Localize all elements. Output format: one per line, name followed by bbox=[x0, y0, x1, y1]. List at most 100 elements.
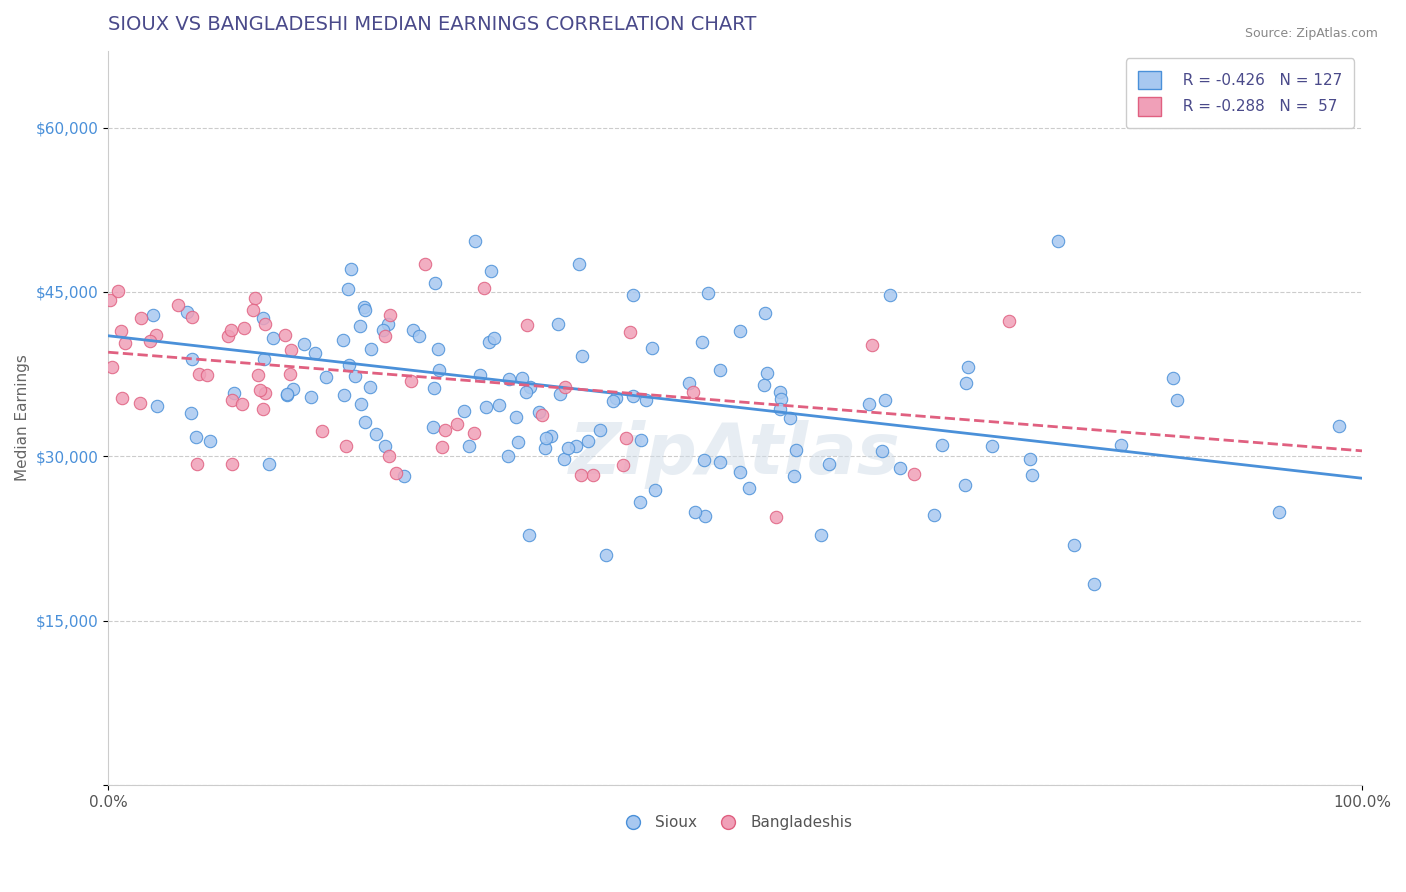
Sioux bbox=[922, 508, 945, 523]
Bangladeshis bbox=[399, 374, 422, 388]
Sioux bbox=[636, 393, 658, 408]
Sioux bbox=[709, 363, 731, 377]
Sioux bbox=[678, 376, 700, 390]
Bangladeshis bbox=[903, 467, 925, 482]
Sioux bbox=[478, 334, 501, 349]
Sioux bbox=[292, 337, 315, 351]
Sioux bbox=[374, 439, 396, 453]
Bangladeshis bbox=[221, 457, 243, 471]
Sioux bbox=[955, 376, 977, 391]
Sioux bbox=[517, 528, 540, 542]
Bangladeshis bbox=[253, 318, 276, 332]
Sioux bbox=[889, 461, 911, 475]
Sioux bbox=[621, 389, 644, 403]
Bangladeshis bbox=[280, 343, 302, 358]
Sioux bbox=[1083, 576, 1105, 591]
Sioux bbox=[276, 387, 298, 401]
Bangladeshis bbox=[252, 401, 274, 416]
Bangladeshis bbox=[233, 321, 256, 335]
Bangladeshis bbox=[249, 384, 271, 398]
Bangladeshis bbox=[530, 409, 553, 423]
Bangladeshis bbox=[180, 310, 202, 325]
Sioux bbox=[810, 528, 832, 542]
Sioux bbox=[224, 386, 246, 401]
Bangladeshis bbox=[145, 327, 167, 342]
Y-axis label: Median Earnings: Median Earnings bbox=[15, 354, 30, 482]
Sioux bbox=[1047, 234, 1070, 248]
Sioux bbox=[540, 429, 562, 443]
Sioux bbox=[1268, 505, 1291, 519]
Sioux bbox=[505, 409, 527, 424]
Sioux bbox=[350, 397, 373, 411]
Sioux bbox=[180, 406, 202, 420]
Sioux bbox=[402, 323, 425, 337]
Bangladeshis bbox=[374, 328, 396, 343]
Sioux bbox=[576, 434, 599, 448]
Sioux bbox=[565, 440, 588, 454]
Sioux bbox=[548, 387, 571, 401]
Bangladeshis bbox=[114, 336, 136, 351]
Sioux bbox=[470, 368, 492, 382]
Sioux bbox=[488, 399, 510, 413]
Sioux bbox=[1166, 392, 1188, 407]
Sioux bbox=[779, 410, 801, 425]
Sioux bbox=[696, 285, 718, 300]
Sioux bbox=[475, 400, 498, 414]
Sioux bbox=[496, 449, 519, 463]
Sioux bbox=[339, 261, 361, 276]
Sioux bbox=[709, 455, 731, 469]
Sioux bbox=[344, 369, 367, 384]
Bangladeshis bbox=[446, 417, 468, 432]
Bangladeshis bbox=[101, 359, 124, 374]
Bangladeshis bbox=[860, 338, 883, 352]
Sioux bbox=[1109, 438, 1132, 452]
Sioux bbox=[870, 444, 893, 458]
Sioux bbox=[683, 505, 706, 519]
Bangladeshis bbox=[311, 424, 333, 438]
Sioux bbox=[768, 401, 790, 416]
Sioux bbox=[568, 257, 591, 271]
Sioux bbox=[529, 405, 551, 419]
Sioux bbox=[176, 305, 198, 319]
Bangladeshis bbox=[430, 440, 453, 454]
Text: Source: ZipAtlas.com: Source: ZipAtlas.com bbox=[1244, 27, 1378, 40]
Text: ZipAtlas: ZipAtlas bbox=[569, 420, 901, 489]
Sioux bbox=[337, 282, 360, 296]
Bangladeshis bbox=[612, 458, 634, 473]
Sioux bbox=[690, 335, 713, 350]
Bangladeshis bbox=[582, 467, 605, 482]
Sioux bbox=[422, 420, 444, 434]
Bangladeshis bbox=[219, 323, 242, 337]
Text: SIOUX VS BANGLADESHI MEDIAN EARNINGS CORRELATION CHART: SIOUX VS BANGLADESHI MEDIAN EARNINGS COR… bbox=[108, 15, 756, 34]
Sioux bbox=[571, 350, 593, 364]
Bangladeshis bbox=[188, 368, 211, 382]
Bangladeshis bbox=[139, 334, 162, 348]
Bangladeshis bbox=[107, 284, 129, 298]
Bangladeshis bbox=[516, 318, 538, 333]
Sioux bbox=[738, 481, 761, 495]
Sioux bbox=[1063, 538, 1085, 552]
Sioux bbox=[371, 323, 394, 337]
Sioux bbox=[349, 319, 371, 334]
Bangladeshis bbox=[614, 431, 637, 445]
Sioux bbox=[427, 342, 450, 356]
Bangladeshis bbox=[413, 257, 436, 271]
Sioux bbox=[1161, 370, 1184, 384]
Sioux bbox=[754, 306, 776, 320]
Legend: Sioux, Bangladeshis: Sioux, Bangladeshis bbox=[612, 809, 859, 836]
Sioux bbox=[756, 366, 779, 380]
Bangladeshis bbox=[98, 293, 121, 307]
Sioux bbox=[1021, 467, 1043, 482]
Sioux bbox=[534, 442, 557, 456]
Sioux bbox=[858, 397, 880, 411]
Sioux bbox=[145, 399, 167, 413]
Sioux bbox=[628, 495, 651, 509]
Sioux bbox=[515, 384, 537, 399]
Sioux bbox=[547, 317, 569, 331]
Sioux bbox=[276, 388, 298, 402]
Bangladeshis bbox=[247, 368, 270, 382]
Sioux bbox=[423, 276, 446, 290]
Sioux bbox=[337, 359, 360, 373]
Sioux bbox=[693, 453, 716, 467]
Sioux bbox=[602, 393, 624, 408]
